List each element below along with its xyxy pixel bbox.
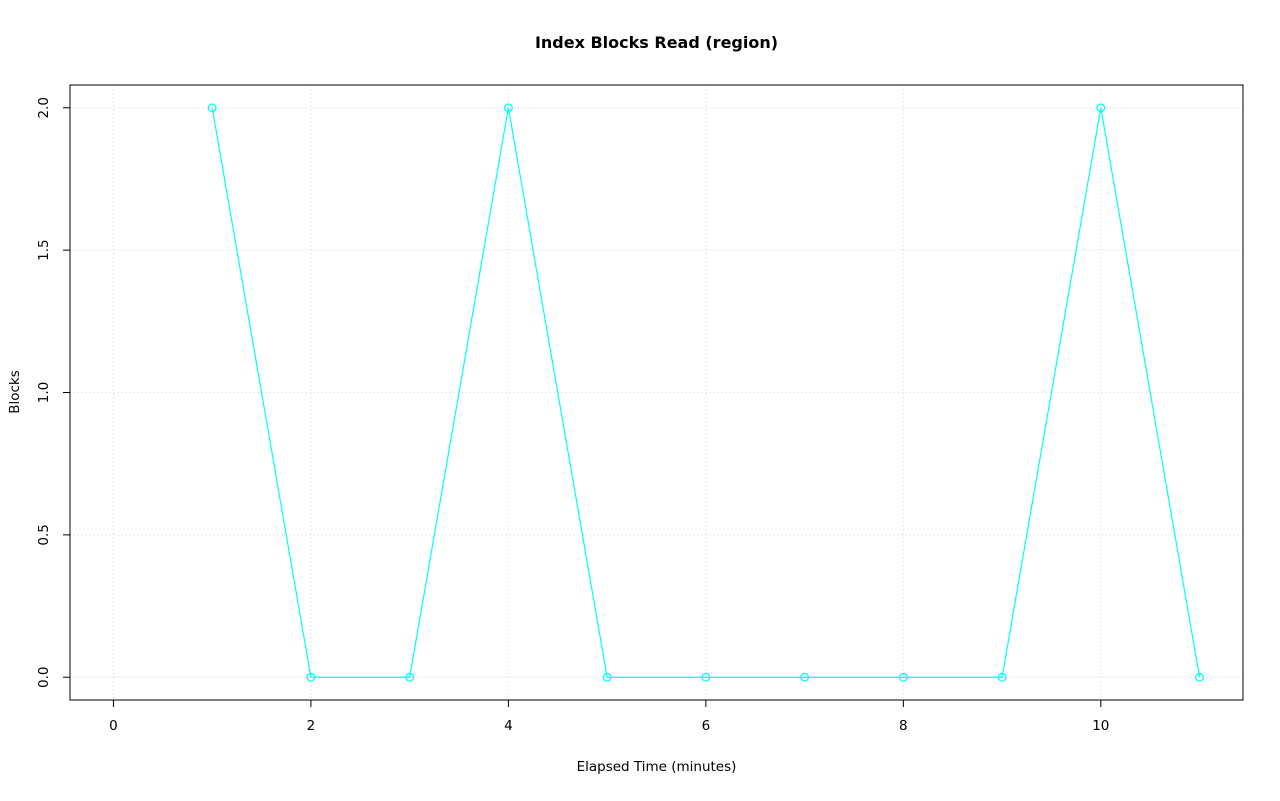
chart-title: Index Blocks Read (region) <box>534 33 779 52</box>
x-tick-label: 0 <box>109 718 118 734</box>
data-point-marker <box>898 672 908 682</box>
data-point-marker <box>207 103 217 113</box>
data-point-marker <box>1096 103 1106 113</box>
x-tick-label: 2 <box>307 718 316 734</box>
data-point-marker <box>405 672 415 682</box>
data-point-marker <box>800 672 810 682</box>
data-point-marker <box>306 672 316 682</box>
y-tick-label: 0.0 <box>36 666 52 687</box>
x-tick-label: 4 <box>504 718 513 734</box>
plot-box <box>69 84 1244 701</box>
data-point-marker <box>503 103 513 113</box>
data-point-marker <box>701 672 711 682</box>
data-point-marker <box>997 672 1007 682</box>
y-tick-label: 0.5 <box>36 524 52 545</box>
y-tick-label: 1.5 <box>36 239 52 260</box>
data-point-marker <box>1195 672 1205 682</box>
y-tick-label: 1.0 <box>36 382 52 403</box>
x-axis-label: Elapsed Time (minutes) <box>576 759 737 775</box>
x-tick-label: 6 <box>702 718 711 734</box>
series-line <box>211 107 1201 678</box>
data-point-marker <box>602 672 612 682</box>
x-tick-label: 8 <box>899 718 908 734</box>
y-tick-label: 2.0 <box>36 97 52 118</box>
x-tick-label: 10 <box>1092 718 1109 734</box>
